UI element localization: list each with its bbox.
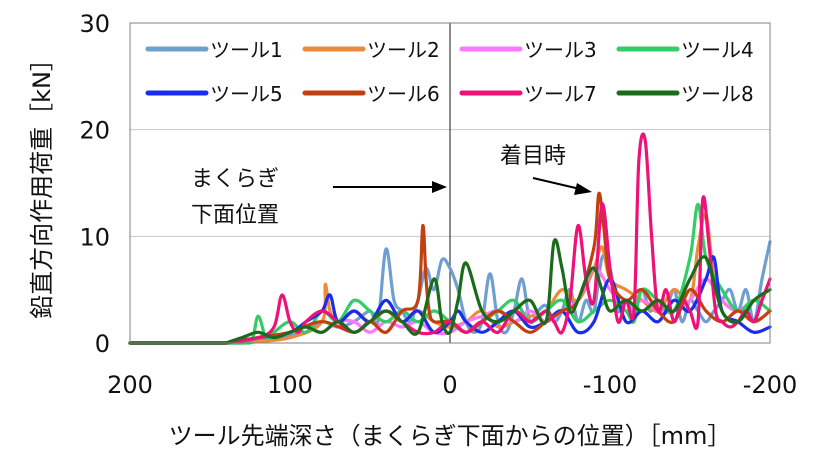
plot-frame	[129, 22, 771, 344]
x-axis-title: ツール先端深さ（まくらぎ下面からの位置）［mm］	[169, 422, 732, 450]
annotation-sleeper-bottom: 下面位置	[191, 203, 279, 228]
annotation-arrow-line	[532, 177, 581, 190]
legend-label: ツール2	[367, 38, 440, 62]
annotation-arrowhead	[574, 183, 592, 195]
y-tick-label: 20	[79, 117, 110, 145]
x-tick-label: 100	[267, 371, 313, 399]
y-axis-title: 鉛直方向作用荷重［kN］	[28, 47, 56, 319]
legend-label: ツール8	[681, 82, 754, 106]
series-line-4	[128, 202, 772, 345]
legend-label: ツール6	[367, 82, 440, 106]
y-tick-label: 0	[95, 330, 110, 358]
x-tick-label: -200	[743, 371, 797, 399]
legend-label: ツール4	[681, 38, 754, 62]
y-tick-label: 30	[79, 10, 110, 38]
annotation-sleeper-bottom: まくらぎ	[191, 167, 279, 192]
legend-label: ツール1	[210, 38, 283, 62]
legend-label: ツール7	[524, 82, 597, 106]
tick-layer: 0 10 20 30 200 100 0 -100 -200	[79, 10, 797, 399]
series-layer	[128, 132, 772, 345]
annotation-focus-time: 着目時	[500, 144, 566, 169]
series-line-8	[128, 238, 772, 345]
legend-layer: ツール1 ツール2 ツール3 ツール4 ツール5 ツール6 ツール7 ツール8	[145, 38, 754, 106]
x-tick-label: -100	[583, 371, 637, 399]
y-tick-label: 10	[79, 223, 110, 251]
x-tick-label: 200	[107, 371, 153, 399]
annotation-arrowhead	[432, 181, 447, 193]
x-tick-label: 0	[442, 371, 457, 399]
legend-label: ツール3	[524, 38, 597, 62]
legend-label: ツール5	[210, 82, 283, 106]
